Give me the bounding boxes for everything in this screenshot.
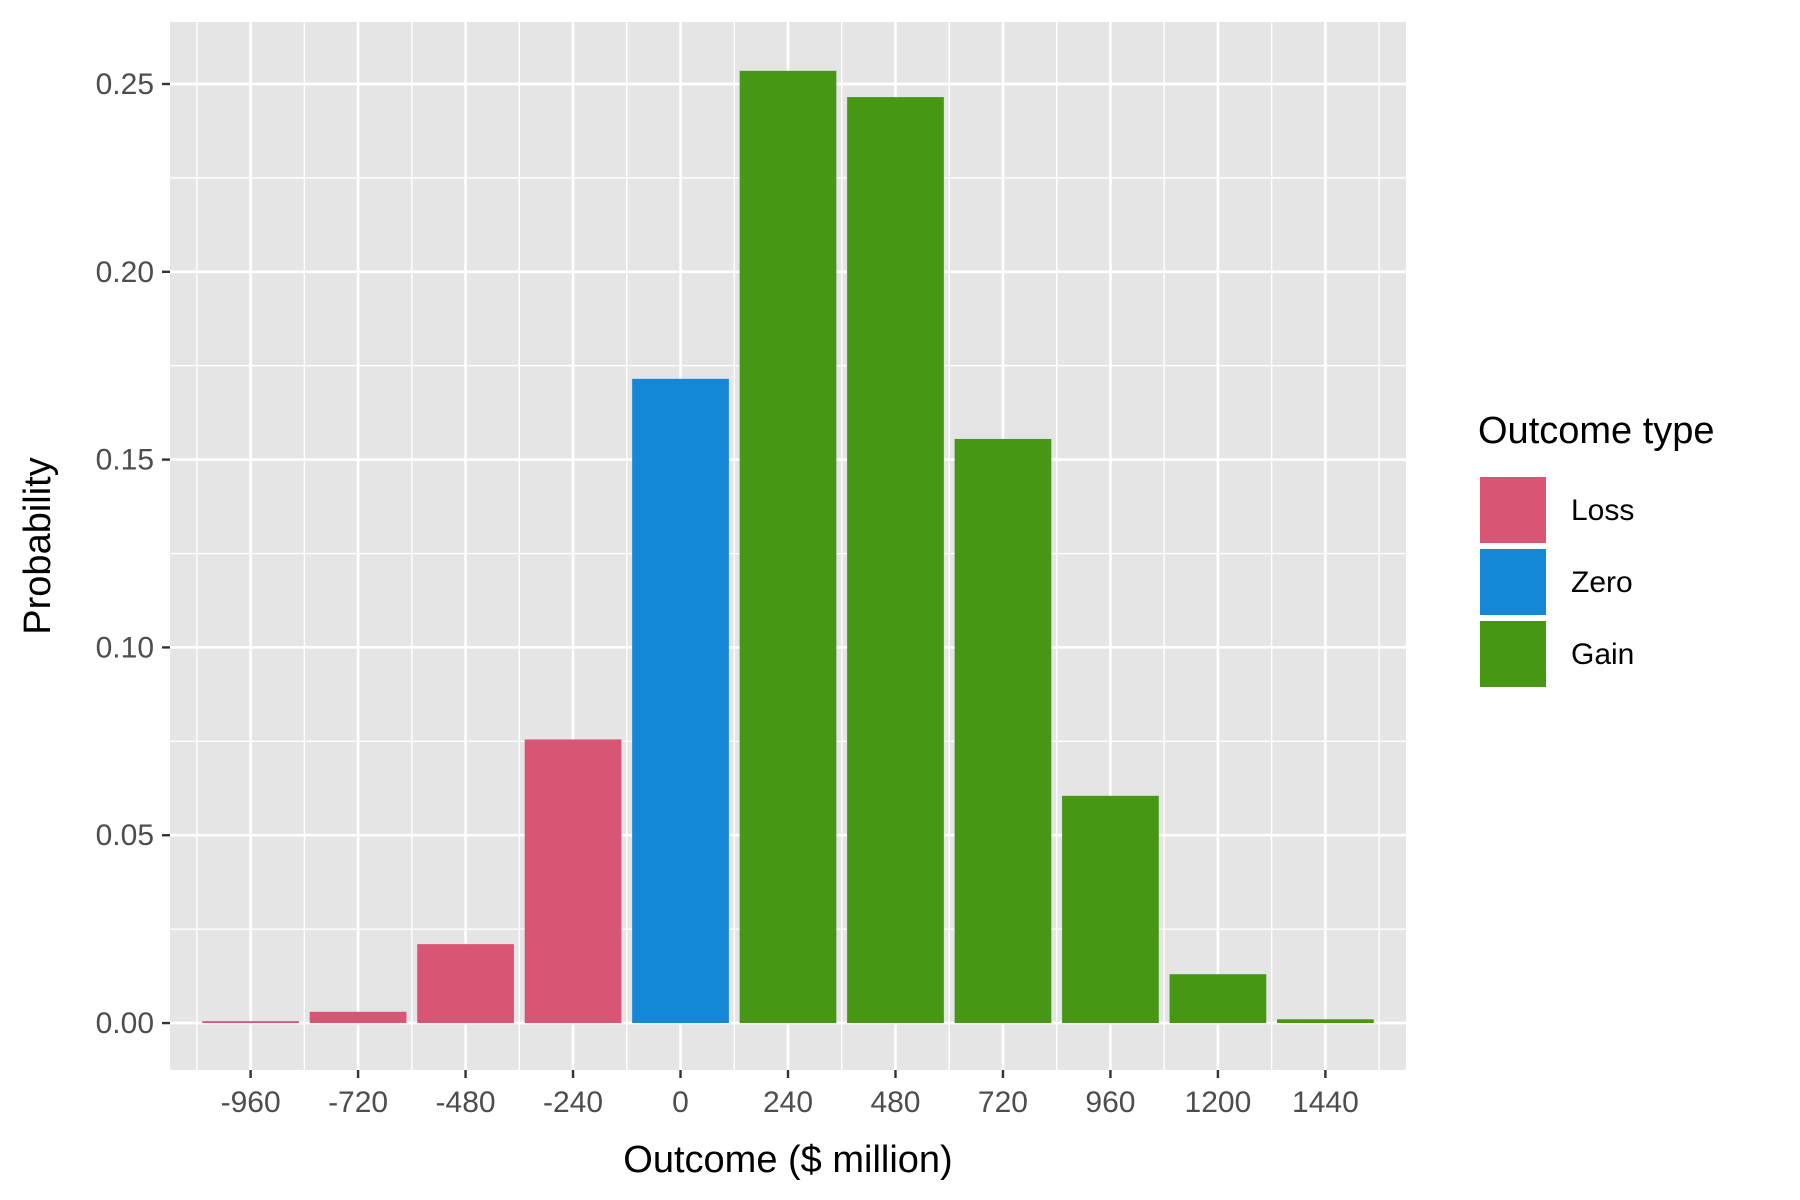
bar-1440 [1277,1019,1374,1024]
x-tick-label: 240 [763,1086,813,1119]
x-tick-label: -480 [436,1086,496,1119]
legend-label-loss: Loss [1571,494,1634,527]
x-tick-label: 960 [1085,1086,1135,1119]
legend-label-zero: Zero [1571,566,1633,599]
y-tick-label: 0.25 [96,68,154,101]
bar-480 [847,97,944,1024]
x-tick-label: 1200 [1185,1086,1252,1119]
x-tick-label: -720 [328,1086,388,1119]
legend-title: Outcome type [1478,410,1715,452]
y-tick-label: 0.10 [96,631,154,664]
y-tick-label: 0.00 [96,1007,154,1040]
x-tick-label: -960 [221,1086,281,1119]
legend-key-gain [1478,619,1548,689]
legend-key-loss [1478,475,1548,545]
x-tick-label: 480 [870,1086,920,1119]
x-tick-label: 720 [978,1086,1028,1119]
x-tick-label: 1440 [1292,1086,1359,1119]
y-axis: 0.00 0.05 0.10 0.15 0.20 0.25 [96,68,170,1040]
bar-240 [739,70,837,1024]
bar--960 [202,1021,299,1024]
legend: Outcome type Loss Zero Gain [1478,410,1715,689]
x-tick-label: -240 [543,1086,603,1119]
bar-1200 [1169,974,1267,1024]
bar-960 [1062,795,1159,1024]
x-tick-label: 0 [672,1086,689,1119]
y-axis-title: Probability [17,457,59,634]
bar--480 [417,944,514,1024]
legend-label-gain: Gain [1571,638,1634,671]
x-axis: -960 -720 -480 -240 0 240 480 720 960 1200 1440 [221,1070,1359,1119]
bars [202,70,1374,1024]
legend-key-zero [1478,547,1548,617]
bar--240 [524,739,622,1024]
bar-0 [632,378,729,1024]
y-tick-label: 0.05 [96,819,154,852]
bar-720 [954,438,1052,1024]
x-axis-title: Outcome ($ million) [623,1139,952,1181]
y-tick-label: 0.15 [96,444,154,477]
y-tick-label: 0.20 [96,256,154,289]
bar--720 [309,1011,407,1024]
